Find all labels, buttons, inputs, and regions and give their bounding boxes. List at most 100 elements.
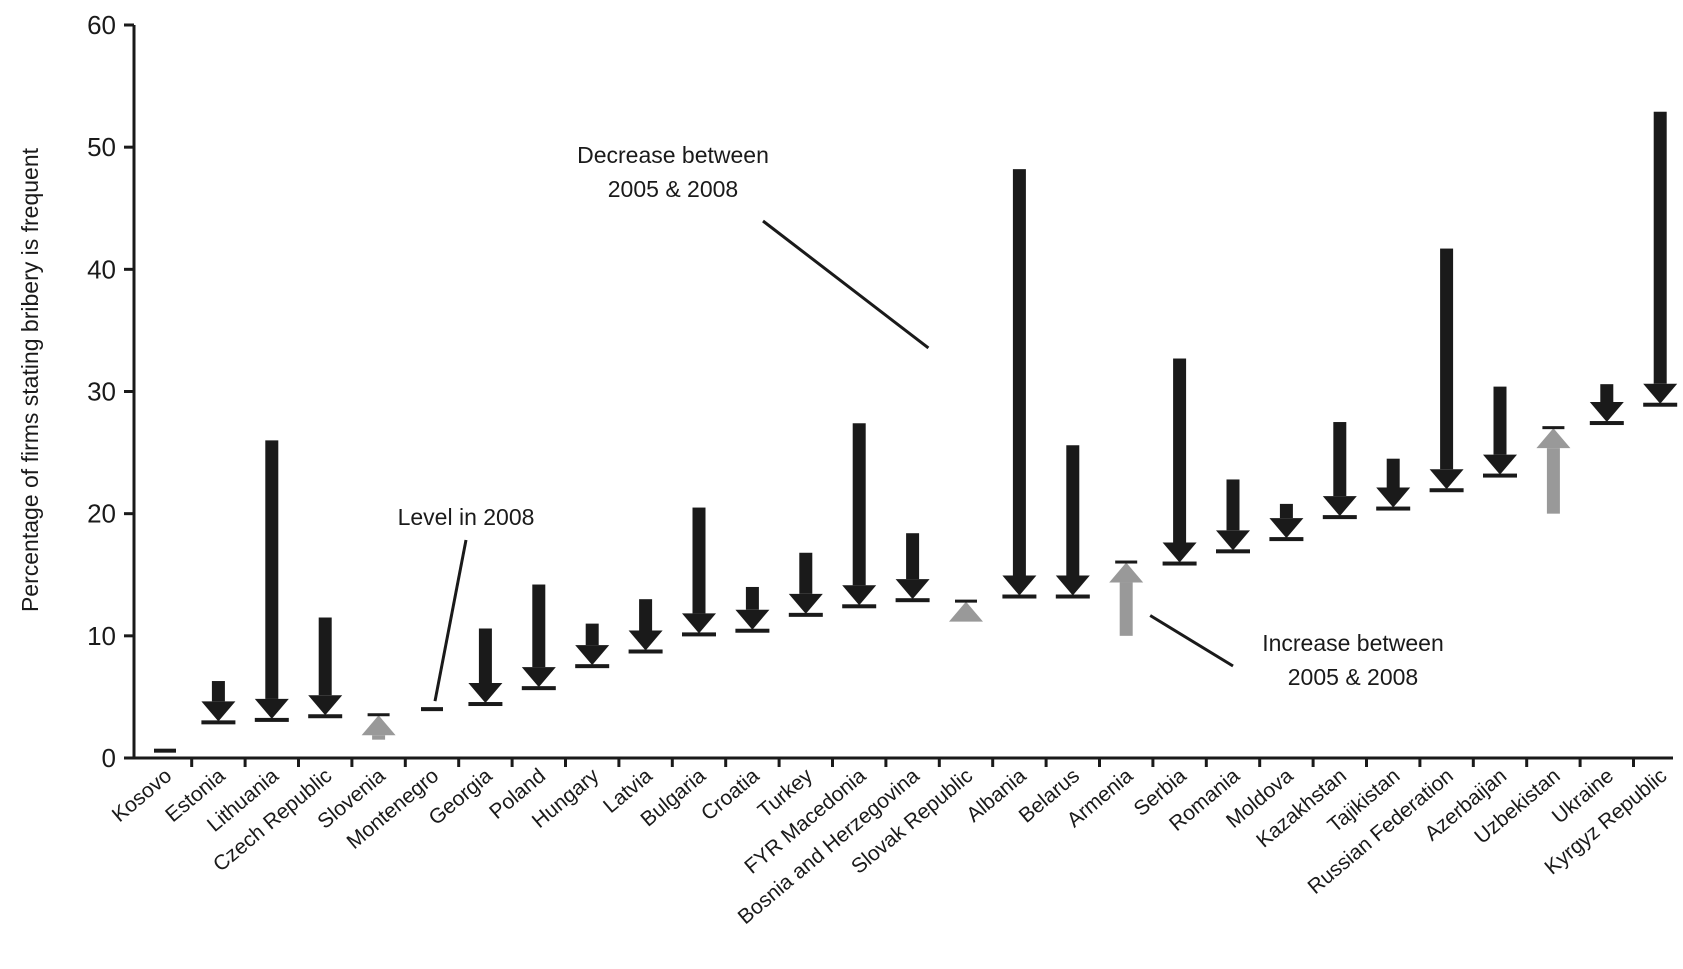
arrow-shaft <box>585 623 599 646</box>
arrow-head <box>1429 469 1464 490</box>
arrow-head <box>1322 496 1357 517</box>
arrow-shaft <box>745 586 759 610</box>
arrow-head <box>735 609 770 630</box>
arrow-kosovo <box>154 748 176 753</box>
arrow-lithuania <box>254 440 289 722</box>
leader-line-decrease <box>762 219 930 350</box>
arrow-shaft <box>1493 386 1507 455</box>
end-level-bar <box>201 720 236 725</box>
arrow-head <box>575 645 610 666</box>
arrow-head <box>201 701 236 722</box>
y-tick-label: 0 <box>102 743 116 773</box>
arrow-head <box>468 683 503 704</box>
end-level-bar <box>1589 421 1624 426</box>
end-level-bar <box>1643 402 1678 407</box>
level-marker <box>154 748 176 753</box>
arrow-uzbekistan <box>1536 426 1571 514</box>
end-level-bar <box>1002 594 1037 599</box>
annotations: Level in 2008 Decrease between 2005 & 2008… <box>398 142 1444 702</box>
arrow-head <box>788 593 823 614</box>
end-level-bar <box>628 649 663 654</box>
arrow-head <box>1643 383 1678 404</box>
arrow-head <box>949 601 983 622</box>
arrow-slovenia <box>361 713 396 740</box>
end-level-bar <box>1216 549 1250 554</box>
y-tick-label: 20 <box>87 499 116 529</box>
arrow-shaft <box>1226 479 1240 531</box>
end-level-bar <box>1115 560 1138 564</box>
arrow-serbia <box>1162 358 1197 566</box>
arrow-hungary <box>575 623 610 669</box>
arrow-shaft <box>799 552 813 594</box>
arrow-head <box>1269 518 1304 539</box>
annotation-increase-line: Increase between <box>1262 630 1444 656</box>
arrow-head <box>1109 562 1144 583</box>
level-marker <box>421 707 443 712</box>
annotation-increase-line: 2005 & 2008 <box>1288 664 1418 690</box>
end-level-bar <box>1376 506 1411 511</box>
arrow-head <box>254 698 289 719</box>
end-level-bar <box>521 686 556 691</box>
arrow-head <box>682 613 716 634</box>
arrow-head <box>628 630 663 651</box>
arrow-shaft <box>372 735 386 740</box>
arrow-head <box>1055 575 1090 596</box>
arrow-head <box>521 667 556 688</box>
arrow-shaft <box>1546 448 1560 514</box>
arrow-romania <box>1216 479 1250 554</box>
y-tick-label: 50 <box>87 132 116 162</box>
leader-line-increase <box>1149 614 1234 668</box>
arrow-shaft <box>1119 582 1133 636</box>
arrow-head <box>361 715 396 736</box>
arrow-shaft <box>1600 384 1614 403</box>
end-level-bar <box>735 628 770 633</box>
end-level-bar <box>1322 515 1357 520</box>
arrow-shaft <box>1333 422 1347 497</box>
arrow-czech-republic <box>308 617 343 719</box>
arrow-kyrgyz-republic <box>1643 111 1678 407</box>
y-axis-label: Percentage of firms stating bribery is f… <box>17 147 43 612</box>
arrow-head <box>1589 402 1624 423</box>
arrow-turkey <box>788 552 823 617</box>
arrow-head <box>1162 542 1197 563</box>
arrow-head <box>1376 487 1411 508</box>
arrow-georgia <box>468 628 503 707</box>
annotation-level: Level in 2008 <box>398 504 535 530</box>
arrow-armenia <box>1109 560 1144 636</box>
arrow-shaft <box>1386 458 1400 488</box>
arrow-estonia <box>201 681 236 725</box>
arrow-head <box>1536 428 1571 449</box>
arrow-shaft <box>1173 358 1187 543</box>
arrow-head <box>1216 530 1250 551</box>
annotation-decrease-line: 2005 & 2008 <box>608 176 738 202</box>
end-level-bar <box>842 604 877 609</box>
arrow-head <box>895 579 930 600</box>
end-level-bar <box>1269 537 1304 542</box>
arrow-kazakhstan <box>1322 422 1357 520</box>
leader-line-level <box>433 539 468 702</box>
arrow-croatia <box>735 586 770 633</box>
arrow-shaft <box>1653 111 1667 384</box>
arrow-shaft <box>265 440 279 699</box>
arrow-slovak-republic <box>949 599 983 622</box>
arrow-tajikistan <box>1376 458 1411 511</box>
arrow-shaft <box>692 507 706 614</box>
arrow-latvia <box>628 599 663 654</box>
x-tick-label: Kosovo <box>108 764 176 827</box>
end-level-bar <box>955 599 977 603</box>
arrow-bulgaria <box>682 507 716 637</box>
arrow-ukraine <box>1589 384 1624 426</box>
arrow-shaft <box>852 423 866 586</box>
y-tick-label: 30 <box>87 377 116 407</box>
arrow-albania <box>1002 169 1037 599</box>
arrow-shaft <box>1012 169 1026 576</box>
arrow-shaft <box>1440 248 1454 470</box>
end-level-bar <box>1055 594 1090 599</box>
arrow-russian-federation <box>1429 248 1464 493</box>
arrow-head <box>308 695 343 716</box>
arrow-head <box>842 585 877 606</box>
y-tick-label: 10 <box>87 621 116 651</box>
end-level-bar <box>575 664 610 669</box>
end-level-bar <box>1429 488 1464 493</box>
